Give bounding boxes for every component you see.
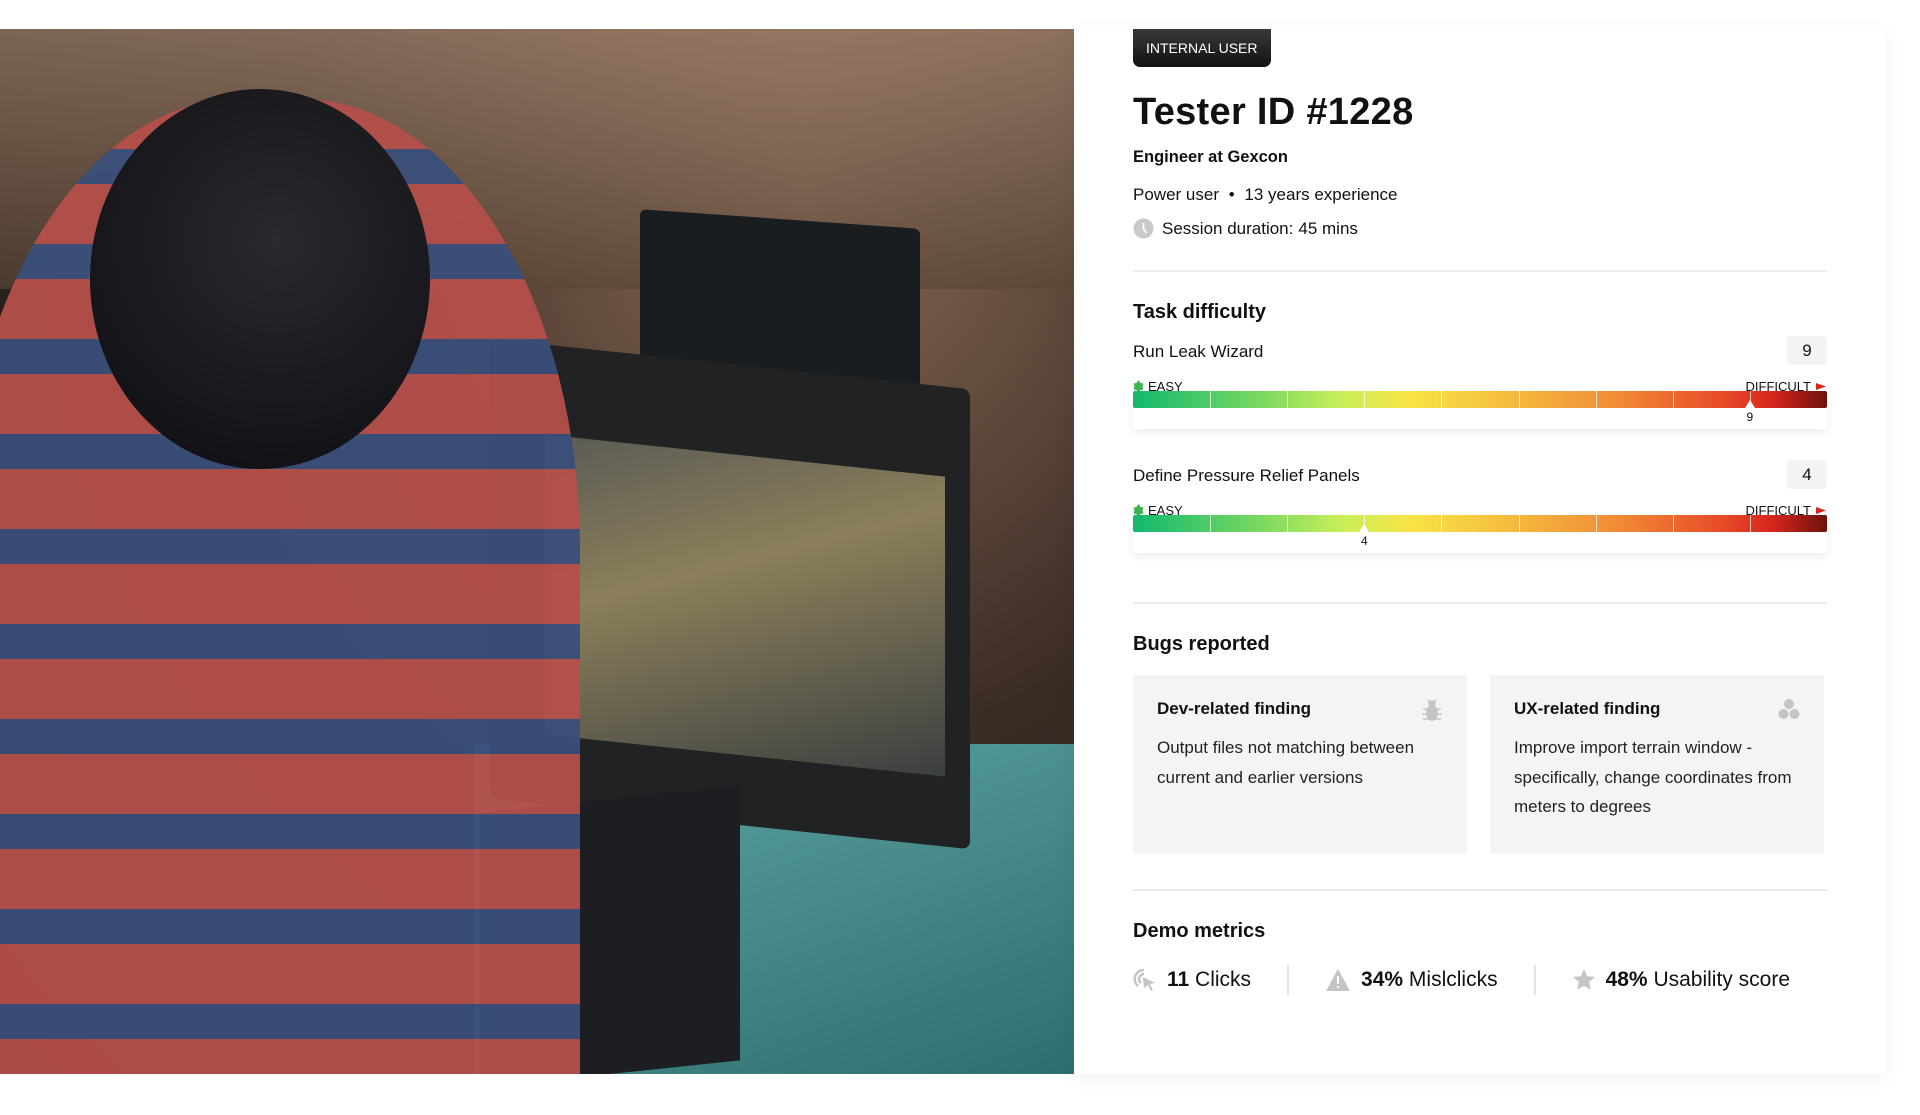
metric-usability: 48% Usability score xyxy=(1572,968,1790,992)
bar-tick xyxy=(1287,515,1289,532)
demo-metrics: 11 Clicks 34% Mislclicks 48% Usability s… xyxy=(1133,965,1790,995)
card-text: Output files not matching between curren… xyxy=(1157,738,1415,787)
click-icon xyxy=(1133,968,1155,991)
difficulty-gradient xyxy=(1133,391,1827,408)
bar-tick xyxy=(1287,391,1289,408)
metric-clicks: 11 Clicks xyxy=(1133,967,1251,993)
easy-icon xyxy=(1133,380,1144,393)
bar-tick xyxy=(1210,391,1212,408)
easy-icon xyxy=(1133,504,1144,517)
role: Engineer at Gexcon xyxy=(1133,148,1288,166)
bug-card-ux: UX-related finding Improve import terrai… xyxy=(1490,675,1824,854)
bugs-heading: Bugs reported xyxy=(1133,633,1270,655)
bar-tick xyxy=(1441,515,1443,532)
difficulty-bar: 4 xyxy=(1133,515,1827,553)
bug-card-dev: Dev-related finding Output files not mat… xyxy=(1133,675,1467,854)
difficulty-marker-value: 9 xyxy=(1746,410,1754,424)
task-score: 9 xyxy=(1787,336,1827,365)
page-title: Tester ID #1228 xyxy=(1133,91,1414,133)
divider xyxy=(1133,602,1827,604)
bar-tick xyxy=(1749,391,1751,408)
circles-icon xyxy=(1778,699,1800,719)
bar-tick xyxy=(1672,391,1674,408)
flag-icon xyxy=(1816,382,1826,390)
difficulty-marker-value: 4 xyxy=(1360,534,1368,548)
internal-user-badge: INTERNAL USER xyxy=(1133,29,1271,67)
difficulty-bar: 9 xyxy=(1133,391,1827,429)
bar-tick xyxy=(1364,515,1366,532)
difficult-label: DIFFICULT xyxy=(1693,503,1827,518)
clock-icon xyxy=(1133,218,1154,239)
easy-label: EASY xyxy=(1133,503,1183,518)
difficulty-marker xyxy=(1744,400,1755,408)
easy-label: EASY xyxy=(1133,379,1183,394)
bar-tick xyxy=(1364,391,1366,408)
task-name: Run Leak Wizard xyxy=(1133,342,1264,361)
task-name: Define Pressure Relief Panels xyxy=(1133,466,1360,485)
tester-photo xyxy=(0,29,1074,1074)
bar-tick xyxy=(1595,515,1597,532)
warning-icon xyxy=(1326,969,1351,991)
tester-profile-panel: INTERNAL USER Tester ID #1228 Engineer a… xyxy=(1074,29,1886,1074)
difficulty-gradient xyxy=(1133,515,1827,532)
bar-tick xyxy=(1518,515,1520,532)
card-title: UX-related finding xyxy=(1514,699,1661,718)
card-title: Dev-related finding xyxy=(1157,699,1311,718)
experience-line: Power user • 13 years experience xyxy=(1133,185,1398,204)
bar-tick xyxy=(1441,391,1443,408)
flag-icon xyxy=(1816,506,1826,514)
card-text: Improve import terrain window - specific… xyxy=(1514,738,1792,816)
bar-tick xyxy=(1749,515,1751,532)
separator xyxy=(1287,965,1290,995)
divider xyxy=(1133,889,1827,891)
experience: 13 years experience xyxy=(1244,185,1398,204)
difficult-label: DIFFICULT xyxy=(1693,379,1827,394)
session-duration: Session duration: 45 mins xyxy=(1133,218,1358,239)
star-icon xyxy=(1572,969,1595,990)
separator xyxy=(1533,965,1536,995)
task-score: 4 xyxy=(1787,460,1827,489)
divider xyxy=(1133,270,1827,272)
metric-misclicks: 34% Mislclicks xyxy=(1325,968,1498,992)
user-type: Power user xyxy=(1133,185,1219,204)
bar-tick xyxy=(1518,391,1520,408)
bar-tick xyxy=(1595,391,1597,408)
bug-icon xyxy=(1422,699,1442,721)
metrics-heading: Demo metrics xyxy=(1133,920,1266,942)
bar-tick xyxy=(1672,515,1674,532)
difficulty-marker xyxy=(1359,524,1370,532)
task-difficulty-heading: Task difficulty xyxy=(1133,301,1266,323)
bar-tick xyxy=(1210,515,1212,532)
